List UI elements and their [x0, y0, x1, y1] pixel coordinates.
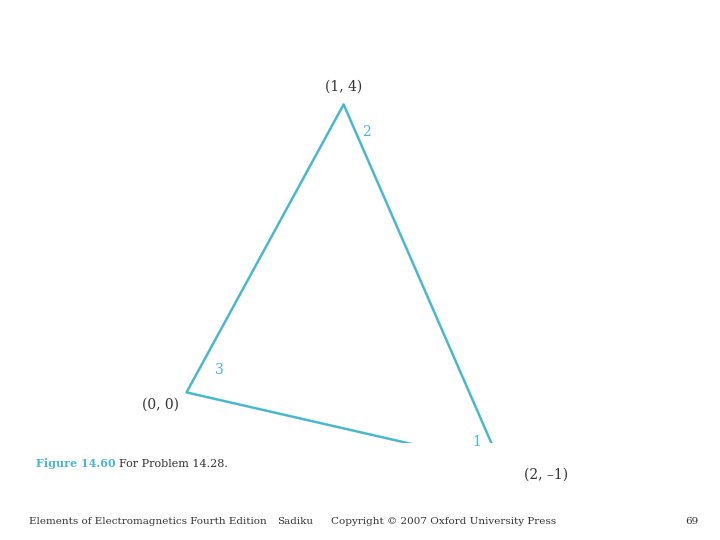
- Text: For Problem 14.28.: For Problem 14.28.: [112, 459, 228, 469]
- Text: 2: 2: [362, 125, 372, 139]
- Text: Sadiku: Sadiku: [277, 517, 313, 526]
- Text: (0, 0): (0, 0): [142, 397, 179, 411]
- Text: 1: 1: [472, 435, 482, 449]
- Text: Copyright © 2007 Oxford University Press: Copyright © 2007 Oxford University Press: [331, 517, 557, 526]
- Text: (2, –1): (2, –1): [524, 468, 568, 482]
- Text: 3: 3: [215, 362, 224, 376]
- Text: Elements of Electromagnetics Fourth Edition: Elements of Electromagnetics Fourth Edit…: [29, 517, 266, 526]
- Text: Figure 14.60: Figure 14.60: [36, 458, 116, 469]
- Text: 69: 69: [685, 517, 698, 526]
- Text: (1, 4): (1, 4): [325, 79, 362, 93]
